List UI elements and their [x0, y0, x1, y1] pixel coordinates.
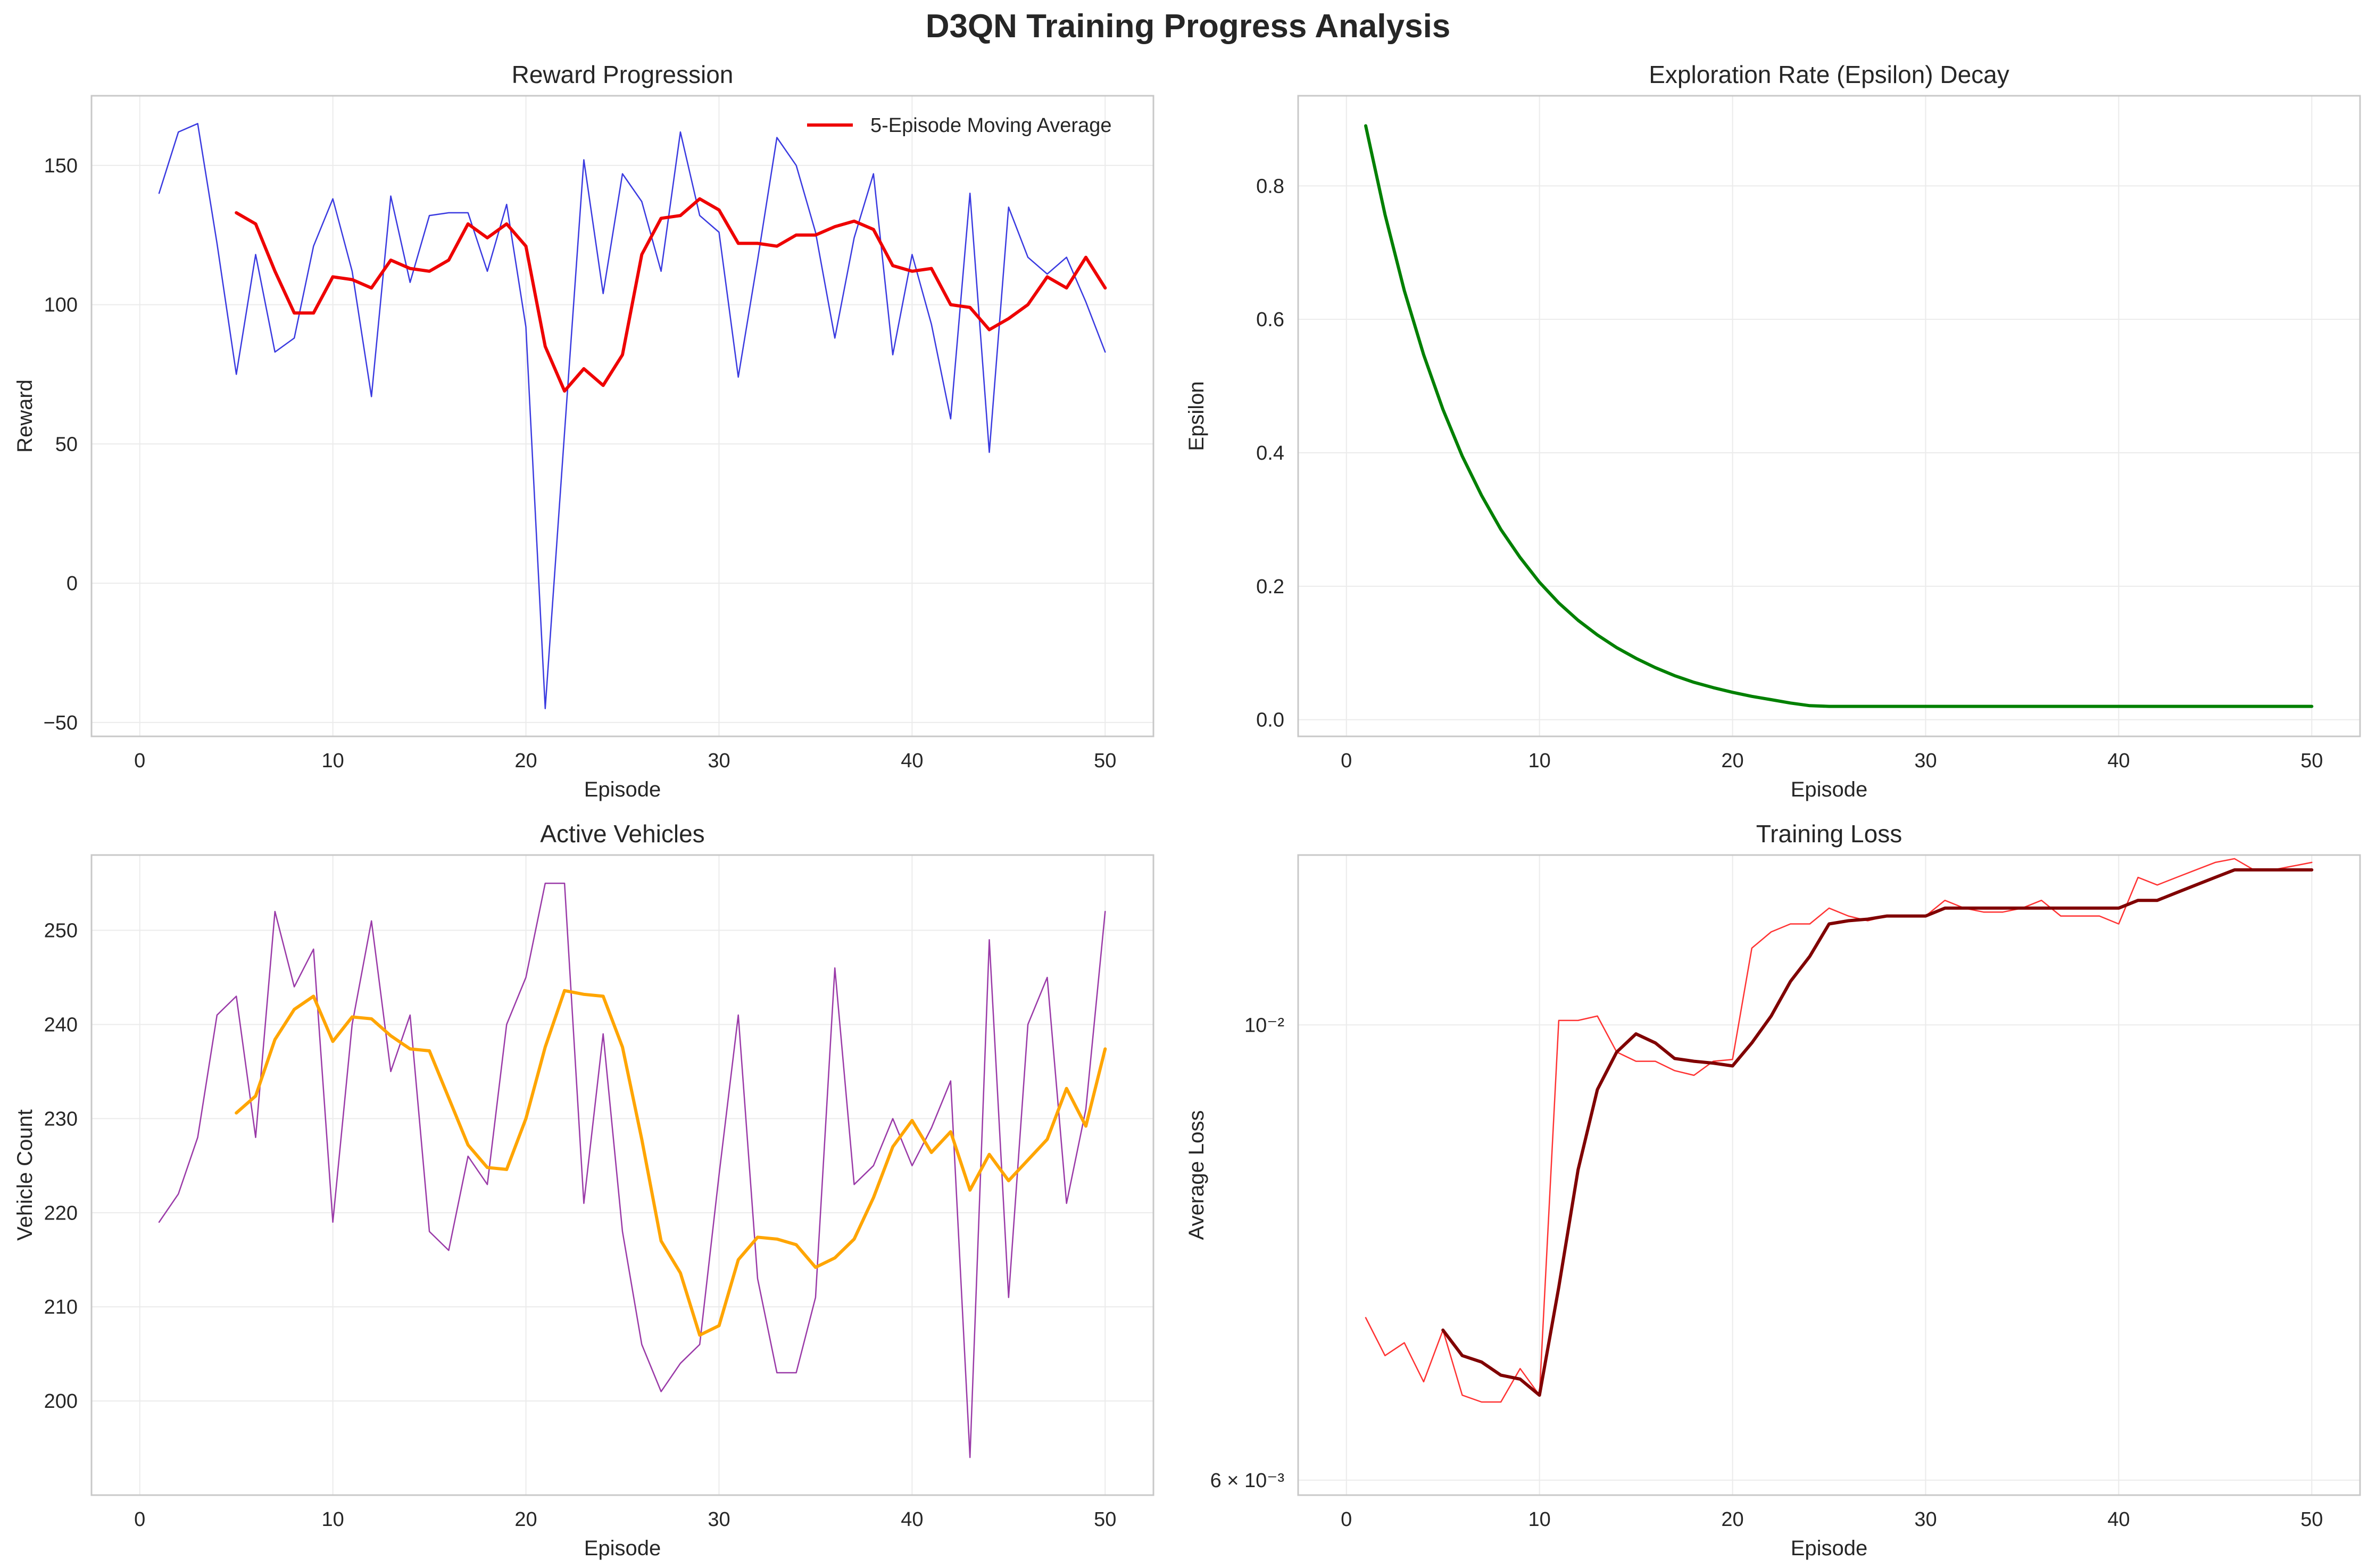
- y-tick-label: 230: [44, 1108, 78, 1130]
- series-line-1: [158, 123, 1106, 709]
- chart-panel-2: 0 10 20 30 40 50 0.0 0.2 0.4 0.6 0.8 Exploration Ra…: [1185, 61, 2361, 801]
- x-tick-label: 20: [1721, 1508, 1743, 1531]
- series-line-1: [158, 882, 1106, 1458]
- y-tick-label: 210: [44, 1296, 78, 1318]
- y-tick-label: 10⁻²: [1244, 1014, 1284, 1036]
- x-tick-label: 20: [514, 1508, 537, 1531]
- y-axis-label: Reward: [13, 379, 37, 453]
- x-tick-label: 20: [1721, 750, 1743, 772]
- plot-frame: [1297, 854, 2361, 1496]
- figure-title: D3QN Training Progress Analysis: [925, 8, 1451, 45]
- series-line-2: [1441, 868, 2314, 1397]
- y-axis-label: Vehicle Count: [13, 1109, 37, 1241]
- y-tick-label: 220: [44, 1202, 78, 1224]
- x-tick-label: 20: [514, 750, 537, 772]
- x-tick-label: 50: [2300, 750, 2323, 772]
- x-axis-label: Episode: [584, 1537, 661, 1560]
- x-tick-label: 50: [1094, 750, 1116, 772]
- chart-title: Exploration Rate (Epsilon) Decay: [1649, 61, 2009, 88]
- x-tick-label: 0: [134, 750, 145, 772]
- y-tick-label: 0.2: [1256, 576, 1284, 598]
- x-tick-label: 0: [134, 1508, 145, 1531]
- x-tick-label: 30: [708, 1508, 730, 1531]
- y-tick-label: 150: [44, 155, 78, 177]
- plot-frame: [1297, 95, 2361, 737]
- x-tick-label: 40: [2107, 1508, 2130, 1531]
- x-tick-label: 50: [2300, 1508, 2323, 1531]
- plot-frame: [90, 95, 1154, 737]
- y-tick-label: 100: [44, 294, 78, 317]
- y-axis-label: Average Loss: [1185, 1110, 1208, 1240]
- chart-panel-4: 0 10 20 30 40 50 6 × 10⁻³ 10⁻² Training Loss Epis…: [1185, 820, 2361, 1560]
- x-tick-label: 0: [1341, 750, 1352, 772]
- x-tick-label: 40: [2107, 750, 2130, 772]
- chart-title: Reward Progression: [512, 61, 734, 88]
- x-tick-label: 10: [1528, 750, 1550, 772]
- x-tick-label: 10: [321, 1508, 344, 1531]
- x-tick-label: 30: [708, 750, 730, 772]
- y-tick-label: 0.0: [1256, 709, 1284, 732]
- x-axis-label: Episode: [584, 778, 661, 801]
- x-tick-label: 50: [1094, 1508, 1116, 1531]
- x-tick-label: 30: [1914, 1508, 1937, 1531]
- x-tick-label: 0: [1341, 1508, 1352, 1531]
- y-tick-label: 0.8: [1256, 175, 1284, 197]
- x-tick-label: 10: [1528, 1508, 1550, 1531]
- plot-frame: [90, 854, 1154, 1496]
- x-axis-label: Episode: [1791, 778, 1868, 801]
- y-tick-label: 200: [44, 1390, 78, 1413]
- y-tick-label: 0: [67, 573, 78, 595]
- chart-panel-1: 0 10 20 30 40 50 −50 0 50 100 150 Reward Progressio…: [13, 61, 1154, 801]
- y-tick-label: 0.6: [1256, 309, 1284, 331]
- x-tick-label: 30: [1914, 750, 1937, 772]
- series-line-2: [235, 989, 1107, 1337]
- y-axis-label: Epsilon: [1185, 381, 1208, 451]
- series-line-1: [1364, 124, 2314, 708]
- y-tick-label: 50: [55, 433, 78, 455]
- x-tick-label: 40: [901, 750, 923, 772]
- y-tick-label: −50: [44, 712, 78, 734]
- y-tick-label: 6 × 10⁻³: [1210, 1470, 1284, 1492]
- chart-title: Training Loss: [1756, 820, 1902, 848]
- x-tick-label: 10: [321, 750, 344, 772]
- x-axis-label: Episode: [1791, 1537, 1868, 1560]
- series-line-2: [235, 197, 1107, 393]
- y-tick-label: 240: [44, 1014, 78, 1036]
- x-tick-label: 40: [901, 1508, 923, 1531]
- chart-panel-3: 0 10 20 30 40 50 200 210 220 230 240 250 Active Vehi…: [13, 820, 1154, 1560]
- legend-label: 5-Episode Moving Average: [870, 114, 1111, 137]
- chart-title: Active Vehicles: [540, 820, 704, 848]
- series-line-1: [1365, 858, 2313, 1403]
- y-tick-label: 250: [44, 920, 78, 942]
- y-tick-label: 0.4: [1256, 442, 1284, 464]
